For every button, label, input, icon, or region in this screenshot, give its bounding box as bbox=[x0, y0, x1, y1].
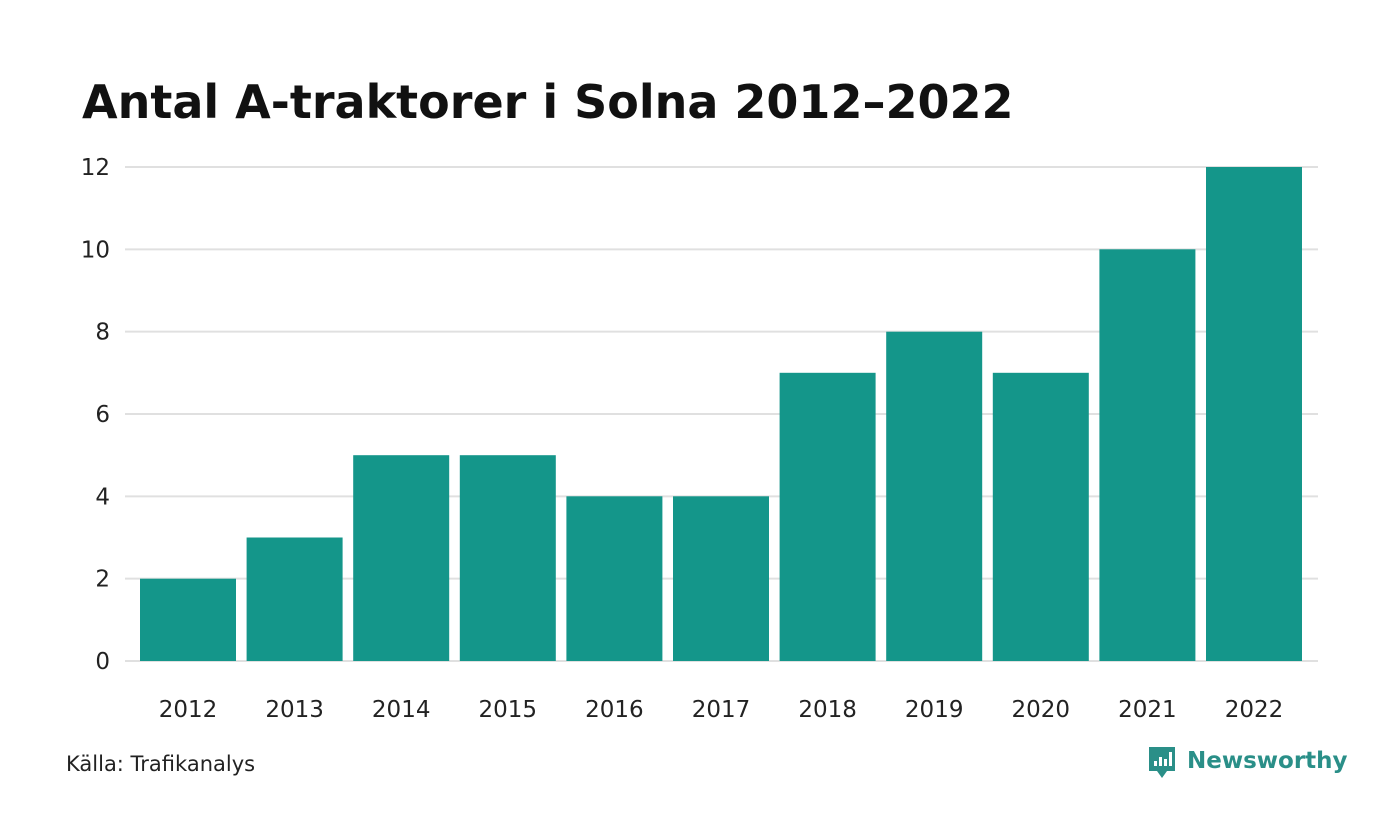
chart-title: Antal A-traktorer i Solna 2012–2022 bbox=[82, 75, 1013, 129]
x-tick-label: 2022 bbox=[1225, 697, 1284, 723]
bar-2013 bbox=[246, 537, 343, 661]
x-tick-label: 2013 bbox=[265, 697, 324, 723]
bar-2019 bbox=[886, 331, 983, 661]
bar-2016 bbox=[566, 496, 663, 661]
bar-2020 bbox=[992, 372, 1089, 661]
y-tick-label: 2 bbox=[95, 567, 110, 593]
x-tick-label: 2016 bbox=[585, 697, 644, 723]
x-tick-label: 2021 bbox=[1118, 697, 1177, 723]
bar-2015 bbox=[459, 455, 556, 661]
x-axis-ticks: 2012 2013 2014 2015 2016 2017 2018 2019 2020 2021… bbox=[159, 697, 1284, 723]
bar-2018 bbox=[779, 372, 876, 661]
bar-2014 bbox=[353, 455, 450, 661]
y-tick-label: 6 bbox=[95, 402, 110, 428]
y-axis-ticks: 0 2 4 6 8 10 12 bbox=[81, 155, 110, 675]
x-tick-label: 2020 bbox=[1012, 697, 1071, 723]
bars bbox=[140, 167, 1302, 662]
x-tick-label: 2014 bbox=[372, 697, 431, 723]
bar-2012 bbox=[140, 578, 236, 661]
x-tick-label: 2017 bbox=[692, 697, 751, 723]
bar-2017 bbox=[673, 496, 769, 661]
y-tick-label: 10 bbox=[81, 237, 110, 263]
y-tick-label: 4 bbox=[95, 484, 110, 510]
y-tick-label: 8 bbox=[95, 320, 110, 346]
x-tick-label: 2015 bbox=[479, 697, 538, 723]
x-tick-label: 2019 bbox=[905, 697, 964, 723]
x-tick-label: 2018 bbox=[798, 697, 857, 723]
brand-name: Newsworthy bbox=[1187, 748, 1348, 774]
bar-2021 bbox=[1099, 249, 1196, 662]
source-text: Källa: Trafikanalys bbox=[66, 752, 255, 776]
y-tick-label: 12 bbox=[81, 155, 110, 181]
y-tick-label: 0 bbox=[95, 649, 110, 675]
newsworthy-logo-icon bbox=[1149, 747, 1175, 778]
x-tick-label: 2012 bbox=[159, 697, 218, 723]
bar-2022 bbox=[1206, 167, 1302, 661]
